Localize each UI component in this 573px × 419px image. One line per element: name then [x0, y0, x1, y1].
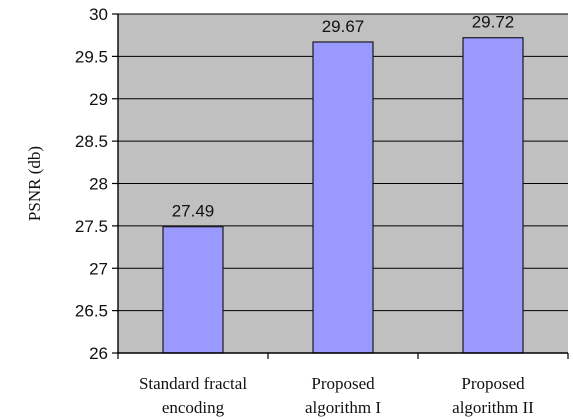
- category-label: Standard fractal: [139, 374, 247, 393]
- y-tick-label: 29.5: [75, 47, 108, 66]
- bars: [162, 37, 524, 354]
- y-tick-label: 28.5: [75, 132, 108, 151]
- bar: [162, 226, 224, 354]
- category-label: algorithm I: [305, 398, 381, 417]
- y-tick-label: 28: [89, 175, 108, 194]
- y-tick-label: 26.5: [75, 302, 108, 321]
- data-labels: 27.49 29.67 29.72: [172, 13, 515, 221]
- y-tick-label: 29: [89, 90, 108, 109]
- y-tick-label: 27: [89, 259, 108, 278]
- bar: [312, 41, 374, 354]
- data-label: 29.72: [472, 13, 515, 32]
- data-label: 29.67: [322, 17, 365, 36]
- category-label: algorithm II: [452, 398, 534, 417]
- category-label: encoding: [162, 398, 225, 417]
- category-labels: Standard fractal encoding Proposed algorith…: [139, 374, 534, 417]
- bar: [462, 37, 524, 354]
- y-axis-ticks: 26 26.5 27 27.5 28 28.5 29 29.5 30: [75, 5, 118, 363]
- x-axis-ticks: [117, 353, 569, 359]
- y-tick-label: 26: [89, 344, 108, 363]
- y-tick-label: 27.5: [75, 217, 108, 236]
- y-axis-title: PSNR (db): [25, 146, 44, 221]
- y-tick-label: 30: [89, 5, 108, 24]
- category-label: Proposed: [311, 374, 375, 393]
- category-label: Proposed: [461, 374, 525, 393]
- data-label: 27.49: [172, 202, 215, 221]
